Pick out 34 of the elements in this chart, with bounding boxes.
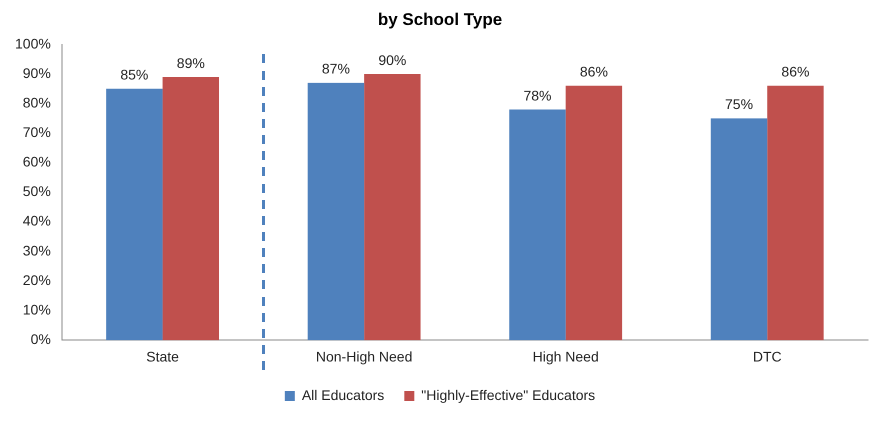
legend-label: "Highly-Effective" Educators xyxy=(421,386,596,403)
y-tick-label: 100% xyxy=(14,35,51,52)
bar xyxy=(509,109,566,340)
y-tick-label: 80% xyxy=(22,94,51,110)
text: 89% xyxy=(176,54,205,71)
text: 87% xyxy=(322,60,350,77)
text: 78% xyxy=(523,87,552,104)
chart-title: by School Type xyxy=(378,10,502,29)
x-tick-label: Non-High Need xyxy=(316,348,412,364)
y-tick-label: 90% xyxy=(22,64,51,81)
bar xyxy=(767,86,824,340)
bar xyxy=(566,86,622,340)
y-tick-label: 50% xyxy=(22,183,51,200)
bar xyxy=(162,76,220,340)
legend-label: All Educators xyxy=(302,386,384,403)
x-tick-label: High Need xyxy=(532,348,599,364)
y-tick-label: 40% xyxy=(22,212,51,229)
y-tick-label: 0% xyxy=(30,331,51,348)
text: 90% xyxy=(378,52,406,68)
text: 75% xyxy=(724,96,754,112)
text: 85% xyxy=(120,66,148,83)
text: 86% xyxy=(580,64,608,80)
y-tick-label: 70% xyxy=(22,124,51,140)
y-tick-label: 30% xyxy=(22,242,51,258)
bar xyxy=(364,74,421,340)
y-tick-label: 60% xyxy=(22,154,51,170)
bar xyxy=(710,118,768,340)
bar xyxy=(106,88,163,340)
text: 86% xyxy=(781,64,810,80)
y-tick-label: 10% xyxy=(22,301,51,318)
y-tick-label: 20% xyxy=(22,272,51,288)
x-tick-label: DTC xyxy=(752,348,782,364)
bar xyxy=(308,82,364,340)
x-tick-label: State xyxy=(146,348,180,364)
